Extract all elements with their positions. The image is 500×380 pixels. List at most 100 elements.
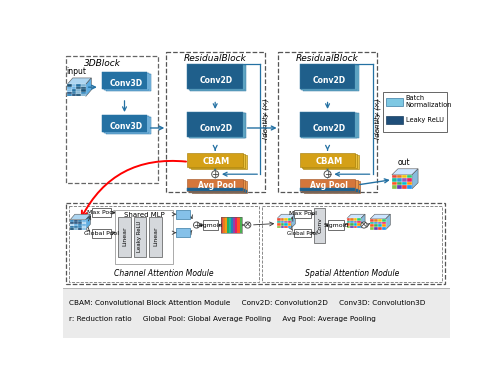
Bar bbox=[232, 217, 234, 233]
Bar bbox=[189, 65, 244, 90]
Bar bbox=[347, 226, 350, 228]
Bar bbox=[350, 223, 354, 226]
Bar bbox=[358, 223, 361, 226]
Bar bbox=[294, 229, 312, 238]
Bar bbox=[294, 210, 312, 218]
Bar bbox=[78, 222, 82, 223]
Bar bbox=[62, 288, 450, 338]
Bar bbox=[374, 219, 378, 222]
Bar bbox=[407, 178, 412, 182]
Bar bbox=[397, 178, 402, 182]
Polygon shape bbox=[86, 78, 92, 97]
Bar bbox=[304, 180, 360, 193]
Bar bbox=[104, 116, 149, 133]
Bar bbox=[354, 223, 358, 226]
Text: Linear: Linear bbox=[153, 227, 158, 246]
Bar bbox=[74, 226, 78, 228]
Bar bbox=[370, 224, 374, 227]
Bar bbox=[188, 188, 243, 191]
Bar bbox=[280, 221, 284, 223]
Bar bbox=[188, 154, 243, 167]
Polygon shape bbox=[277, 214, 295, 218]
Bar bbox=[70, 223, 74, 226]
Bar bbox=[74, 223, 78, 226]
Bar bbox=[81, 89, 86, 92]
Text: out: out bbox=[398, 158, 410, 167]
Bar bbox=[74, 228, 78, 230]
Bar bbox=[67, 89, 72, 92]
Bar bbox=[350, 226, 354, 228]
Bar bbox=[303, 113, 358, 138]
Text: Max Pool: Max Pool bbox=[289, 211, 316, 216]
Bar bbox=[284, 226, 288, 228]
Bar bbox=[302, 180, 358, 192]
Bar bbox=[378, 224, 382, 227]
Bar bbox=[397, 185, 402, 189]
Circle shape bbox=[361, 222, 367, 228]
Text: r: Reduction ratio     Global Pool: Global Average Pooling     Avg Pool: Average: r: Reduction ratio Global Pool: Global A… bbox=[68, 316, 376, 322]
Bar bbox=[190, 113, 246, 138]
Bar bbox=[222, 217, 224, 233]
Polygon shape bbox=[361, 214, 365, 228]
Text: Identity (×): Identity (×) bbox=[262, 98, 269, 139]
Text: Conv2D: Conv2D bbox=[200, 76, 233, 85]
Bar bbox=[374, 227, 378, 230]
Bar bbox=[358, 221, 361, 223]
Bar bbox=[72, 94, 76, 97]
Bar bbox=[347, 221, 350, 223]
Bar bbox=[70, 228, 74, 230]
Text: ×: × bbox=[360, 220, 368, 230]
Circle shape bbox=[212, 171, 218, 178]
Bar bbox=[386, 98, 402, 106]
Text: Avg Pool: Avg Pool bbox=[198, 181, 235, 190]
Bar bbox=[302, 154, 358, 168]
Bar bbox=[72, 84, 76, 87]
Bar bbox=[67, 87, 72, 89]
Bar bbox=[288, 221, 291, 223]
Bar bbox=[70, 222, 74, 223]
Bar bbox=[76, 89, 81, 92]
Bar bbox=[176, 210, 190, 219]
Polygon shape bbox=[291, 214, 296, 228]
Bar bbox=[407, 185, 412, 189]
Bar bbox=[392, 182, 397, 185]
Bar bbox=[82, 223, 86, 226]
Bar bbox=[374, 224, 378, 227]
Bar bbox=[302, 188, 358, 192]
Bar bbox=[238, 217, 240, 233]
Bar bbox=[82, 222, 86, 223]
Bar bbox=[382, 227, 386, 230]
Bar bbox=[392, 175, 397, 178]
Polygon shape bbox=[386, 214, 390, 230]
Bar bbox=[347, 223, 350, 226]
Bar bbox=[277, 221, 280, 223]
Bar bbox=[82, 228, 86, 230]
Bar bbox=[230, 217, 232, 233]
Bar bbox=[224, 217, 226, 233]
Bar bbox=[304, 190, 360, 193]
Bar bbox=[301, 65, 357, 90]
Bar bbox=[188, 112, 243, 137]
Text: 3DBlock: 3DBlock bbox=[84, 59, 122, 68]
Bar bbox=[76, 94, 81, 97]
Bar bbox=[72, 92, 76, 94]
Polygon shape bbox=[347, 214, 365, 218]
Text: Sigmoid: Sigmoid bbox=[198, 223, 223, 228]
Polygon shape bbox=[86, 214, 90, 230]
Bar bbox=[284, 218, 288, 221]
Bar bbox=[378, 222, 382, 224]
Bar bbox=[300, 179, 356, 191]
Polygon shape bbox=[370, 214, 390, 219]
Bar bbox=[300, 64, 356, 89]
Bar bbox=[300, 188, 356, 191]
Bar bbox=[370, 219, 374, 222]
Bar bbox=[370, 227, 374, 230]
Bar bbox=[76, 92, 81, 94]
Text: Identity (×): Identity (×) bbox=[375, 98, 382, 139]
Bar bbox=[191, 155, 247, 169]
Text: +: + bbox=[324, 170, 332, 179]
Text: input: input bbox=[66, 67, 86, 76]
Bar bbox=[78, 220, 82, 222]
Bar bbox=[67, 84, 72, 87]
Bar bbox=[328, 220, 344, 230]
